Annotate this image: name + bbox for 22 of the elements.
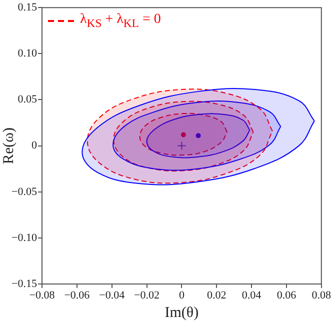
x-axis-title: Im(θ) xyxy=(164,304,199,321)
point xyxy=(177,141,186,150)
x-tick-label: −0.04 xyxy=(99,289,126,302)
x-tick-label: 0.06 xyxy=(276,289,297,302)
x-tick-label: −0.08 xyxy=(29,289,56,302)
point xyxy=(180,132,186,138)
x-tick-label: 0.02 xyxy=(206,289,226,302)
x-tick-label: −0.06 xyxy=(64,289,90,302)
y-tick-label: 0 xyxy=(32,140,38,152)
y-tick-label: 0.15 xyxy=(18,1,38,14)
y-axis-title: Re(ω) xyxy=(0,128,17,164)
y-tick-label: 0.10 xyxy=(18,48,38,60)
y-tick-label: −0.15 xyxy=(12,278,38,290)
x-tick-label: 0 xyxy=(178,289,185,302)
y-tick-label: −0.05 xyxy=(12,186,38,198)
y-tick-label: 0.05 xyxy=(18,94,38,106)
legend-label: λ$_{KS}$ + λ$_{KL}$ = 0 xyxy=(80,12,161,30)
x-tick-label: −0.02 xyxy=(134,289,160,302)
point xyxy=(196,133,201,138)
x-tick-label: 0.08 xyxy=(312,289,332,302)
x-tick-label: 0.04 xyxy=(242,289,262,302)
y-tick-label: −0.10 xyxy=(12,232,38,244)
